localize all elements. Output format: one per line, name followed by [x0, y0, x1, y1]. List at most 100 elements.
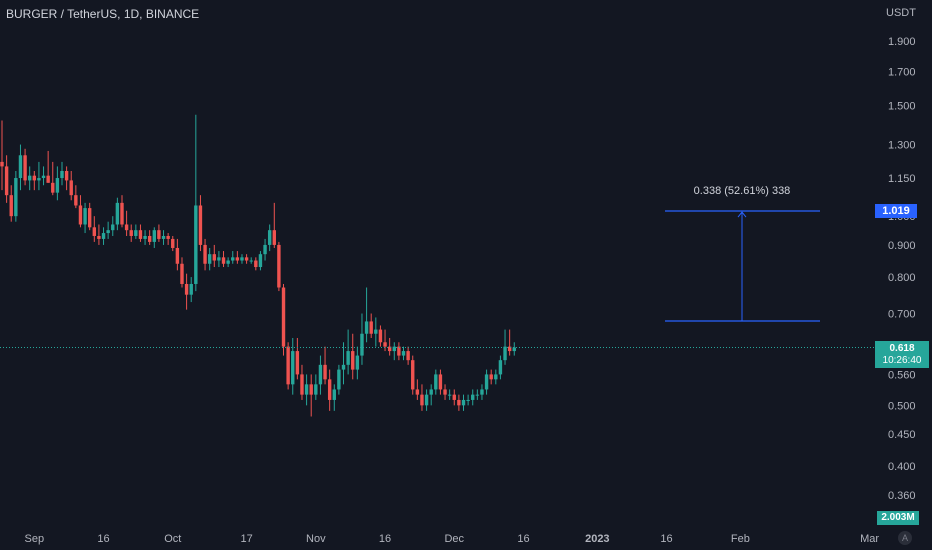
candle-body	[111, 224, 115, 231]
candle	[369, 313, 373, 338]
candle	[46, 150, 50, 183]
volume-tag: 2.003M	[877, 511, 919, 525]
candle-body	[438, 374, 443, 390]
candle	[152, 227, 156, 248]
candle-body	[272, 230, 276, 245]
candle-body	[78, 205, 83, 225]
candle-body	[327, 379, 332, 400]
time-axis[interactable]: Sep 16 Oct 17 Nov 16 Dec 16 2023 16 Feb Mar	[25, 533, 880, 545]
candle-body	[4, 166, 9, 196]
candle	[466, 394, 470, 406]
candle-body	[32, 175, 37, 181]
candle-body	[23, 155, 27, 181]
price-axis[interactable]: USDT1.9001.7001.5001.3001.1501.0000.9000…	[886, 7, 916, 502]
candle	[443, 384, 447, 400]
candle-body	[434, 374, 438, 390]
candle	[23, 148, 27, 186]
candle-body	[360, 333, 364, 356]
candle-body	[189, 283, 193, 295]
candle-body	[341, 364, 346, 370]
candle-body	[351, 351, 355, 370]
candle-body	[498, 360, 503, 375]
candle	[318, 355, 323, 395]
candle	[503, 329, 507, 365]
candle	[378, 325, 383, 347]
price-tick-label: 0.400	[888, 461, 916, 473]
candle	[161, 230, 166, 245]
candle	[498, 355, 503, 380]
time-tick-label: Nov	[306, 533, 326, 545]
candle	[397, 342, 401, 361]
candle-body	[64, 171, 69, 181]
candle	[87, 202, 92, 231]
candle	[401, 346, 406, 361]
candle-body	[18, 155, 23, 179]
price-tick-label: 0.700	[888, 309, 916, 321]
candle-body	[295, 351, 300, 375]
candle	[424, 389, 429, 411]
candle	[332, 384, 336, 411]
candle-body	[92, 227, 96, 236]
candle	[438, 369, 443, 395]
time-tick-label: 2023	[585, 533, 609, 545]
candle	[364, 287, 369, 343]
candle-body	[212, 254, 216, 261]
candle-body	[221, 257, 226, 264]
candle-body	[300, 374, 304, 395]
candle-body	[443, 389, 447, 395]
candle-body	[420, 394, 424, 406]
candle	[355, 346, 360, 380]
candle-body	[267, 230, 272, 245]
candle-body	[37, 178, 41, 181]
candle-body	[447, 394, 452, 396]
candle-body	[281, 287, 286, 347]
candle-body	[457, 399, 461, 406]
candle	[203, 238, 207, 271]
candle	[461, 394, 466, 411]
candle	[480, 384, 484, 400]
candle-body	[323, 364, 327, 380]
candle	[235, 251, 240, 264]
last-price-tag: 0.618 10:26:40	[875, 341, 929, 368]
candle-body	[369, 321, 373, 334]
candle	[452, 389, 456, 406]
time-tick-label: 16	[660, 533, 672, 545]
candle-body	[129, 230, 133, 236]
candle	[51, 161, 55, 196]
candle	[281, 283, 286, 356]
tradingview-logo-icon[interactable]: A	[898, 531, 912, 545]
candle-body	[471, 394, 475, 400]
candle-body	[406, 351, 410, 361]
candle-body	[194, 205, 198, 284]
candle	[115, 197, 120, 231]
candle	[157, 224, 161, 242]
candle	[291, 337, 295, 395]
candle	[69, 171, 73, 201]
candle-body	[314, 384, 318, 395]
candle-body	[240, 257, 244, 261]
candle-body	[258, 254, 263, 268]
candle	[323, 346, 327, 385]
candle	[392, 342, 396, 361]
candle	[143, 230, 147, 245]
time-tick-label: Mar	[860, 533, 879, 545]
candle-body	[51, 182, 55, 193]
symbol-title[interactable]: BURGER / TetherUS, 1D, BINANCE	[6, 7, 200, 21]
candle	[286, 342, 290, 390]
price-tick-label: 1.500	[888, 101, 916, 113]
candle-body	[203, 244, 207, 264]
price-range-measure[interactable]: 0.338 (52.61%) 338	[665, 185, 820, 322]
candle-body	[489, 374, 493, 380]
candle-body	[494, 374, 498, 380]
time-tick-label: 16	[97, 533, 109, 545]
candle	[254, 257, 258, 271]
candle-body	[424, 394, 429, 406]
candle-body	[503, 346, 507, 361]
candle	[387, 337, 392, 356]
candle	[420, 384, 424, 411]
candle-body	[124, 224, 129, 231]
candle-body	[364, 321, 369, 334]
candle	[184, 273, 189, 310]
candle	[434, 369, 438, 395]
